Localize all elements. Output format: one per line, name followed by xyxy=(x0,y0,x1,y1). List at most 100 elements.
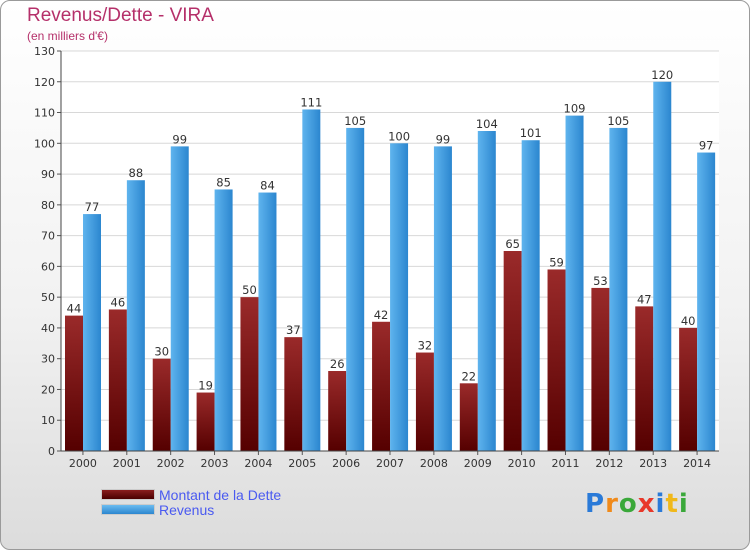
y-tick-label: 30 xyxy=(41,353,55,366)
bar-revenus xyxy=(214,189,233,451)
data-label-revenus: 109 xyxy=(564,102,586,116)
x-tick-label: 2005 xyxy=(288,457,316,470)
bar-dette xyxy=(196,392,215,451)
bar-dette xyxy=(284,337,303,451)
bar-revenus xyxy=(609,127,628,451)
data-label-dette: 32 xyxy=(418,339,433,353)
bar-revenus xyxy=(170,146,189,451)
bar-dette xyxy=(372,321,391,451)
logo-letter: i xyxy=(678,489,689,519)
bar-revenus xyxy=(521,140,540,451)
bar-revenus xyxy=(126,180,145,451)
bar-dette xyxy=(152,358,171,451)
legend-swatch-revenus xyxy=(101,504,155,515)
data-label-dette: 65 xyxy=(505,237,520,251)
x-tick-label: 2004 xyxy=(244,457,272,470)
bar-revenus xyxy=(653,81,672,452)
proxiti-logo: Proxiti xyxy=(585,489,689,519)
bar-revenus xyxy=(258,192,277,452)
x-tick-label: 2010 xyxy=(508,457,536,470)
y-tick-label: 110 xyxy=(34,107,55,120)
y-tick-label: 60 xyxy=(41,260,55,273)
y-tick-label: 50 xyxy=(41,291,55,304)
data-label-revenus: 99 xyxy=(172,132,187,146)
data-label-revenus: 88 xyxy=(129,166,144,180)
data-label-revenus: 99 xyxy=(436,132,451,146)
y-tick-label: 0 xyxy=(48,445,55,458)
y-tick-label: 100 xyxy=(34,137,55,150)
data-label-dette: 22 xyxy=(461,369,476,383)
bar-dette xyxy=(328,371,347,451)
x-tick-label: 2008 xyxy=(420,457,448,470)
legend-label-revenus: Revenus xyxy=(159,501,215,518)
y-tick-label: 10 xyxy=(41,414,55,427)
bar-dette xyxy=(240,297,259,451)
bar-dette xyxy=(635,306,654,451)
y-tick-label: 130 xyxy=(34,45,55,58)
bar-revenus xyxy=(697,152,716,452)
data-label-dette: 47 xyxy=(637,292,652,306)
data-label-revenus: 101 xyxy=(520,126,542,140)
y-tick-label: 20 xyxy=(41,383,55,396)
x-tick-label: 2000 xyxy=(69,457,97,470)
bar-dette xyxy=(679,327,698,451)
bar-dette xyxy=(503,251,522,451)
x-tick-label: 2006 xyxy=(332,457,360,470)
data-label-dette: 53 xyxy=(593,274,608,288)
legend-item-debt: Montant de la Dette xyxy=(101,486,282,503)
bar-revenus xyxy=(433,146,452,451)
bar-dette xyxy=(547,269,566,451)
bar-revenus xyxy=(390,143,409,452)
x-tick-label: 2011 xyxy=(551,457,579,470)
y-tick-label: 40 xyxy=(41,322,55,335)
logo-letter: x xyxy=(637,489,656,519)
y-tick-label: 120 xyxy=(34,76,55,89)
x-tick-label: 2009 xyxy=(464,457,492,470)
x-tick-label: 2013 xyxy=(639,457,667,470)
x-tick-label: 2014 xyxy=(683,457,711,470)
data-label-dette: 50 xyxy=(242,283,257,297)
bar-revenus xyxy=(477,131,496,451)
bar-dette xyxy=(108,309,127,451)
data-label-revenus: 105 xyxy=(344,114,366,128)
bar-dette xyxy=(591,287,610,451)
bar-revenus xyxy=(302,109,321,451)
bar-dette xyxy=(459,383,478,451)
bar-revenus xyxy=(83,214,101,451)
bar-revenus xyxy=(346,127,365,451)
data-label-dette: 42 xyxy=(374,308,389,322)
bar-dette xyxy=(415,352,434,451)
chart-legend: Montant de la Dette Revenus xyxy=(101,486,282,518)
data-label-dette: 30 xyxy=(154,345,169,359)
chart-title: Revenus/Dette - VIRA xyxy=(27,5,214,26)
x-tick-label: 2003 xyxy=(201,457,229,470)
data-label-dette: 46 xyxy=(111,295,126,309)
y-tick-label: 80 xyxy=(41,199,55,212)
bar-revenus xyxy=(565,115,584,451)
x-tick-label: 2007 xyxy=(376,457,404,470)
data-label-dette: 19 xyxy=(198,379,213,393)
data-label-revenus: 100 xyxy=(388,129,410,143)
logo-letter: o xyxy=(618,489,638,519)
x-tick-label: 2012 xyxy=(595,457,623,470)
logo-letter: t xyxy=(665,489,679,519)
legend-item-revenus: Revenus xyxy=(101,501,281,518)
data-label-revenus: 85 xyxy=(216,175,231,189)
data-label-revenus: 84 xyxy=(260,179,275,193)
data-label-dette: 59 xyxy=(549,255,564,269)
legend-label-debt: Montant de la Dette xyxy=(159,486,282,503)
data-label-revenus: 105 xyxy=(607,114,629,128)
x-tick-label: 2001 xyxy=(113,457,141,470)
x-tick-label: 2002 xyxy=(157,457,185,470)
data-label-revenus: 111 xyxy=(300,95,322,109)
data-label-revenus: 120 xyxy=(651,68,673,82)
legend-swatch-debt xyxy=(101,489,155,500)
y-tick-label: 90 xyxy=(41,168,55,181)
chart-subtitle: (en milliers d'€) xyxy=(27,29,108,43)
bar-dette xyxy=(65,315,83,451)
logo-letter: i xyxy=(655,489,666,519)
logo-letter: P xyxy=(585,489,606,519)
data-label-dette: 26 xyxy=(330,357,345,371)
